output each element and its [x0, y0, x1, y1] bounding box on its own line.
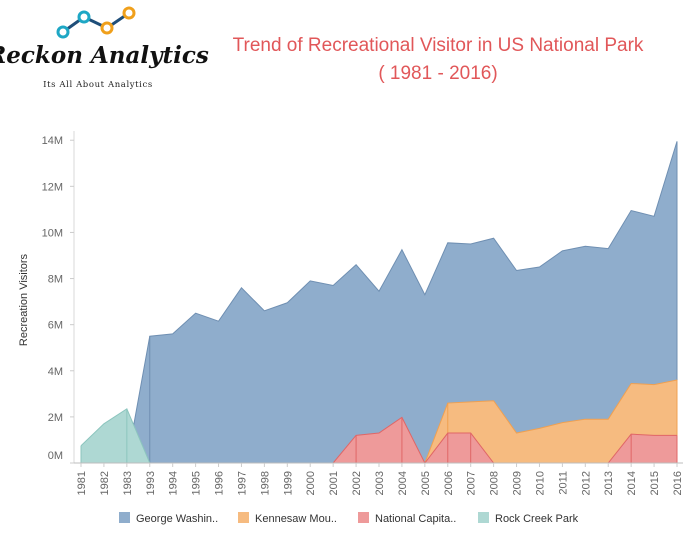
legend-swatch — [478, 512, 489, 523]
x-tick-label: 2012 — [580, 471, 592, 495]
x-tick-label: 2002 — [351, 471, 363, 495]
y-tick-label: 8M — [48, 274, 63, 286]
x-tick-label: 2001 — [328, 471, 340, 495]
chart-title: Trend of Recreational Visitor in US Nati… — [233, 35, 644, 56]
brand-tagline: Its All About Analytics — [43, 80, 153, 90]
y-tick-label: 4M — [48, 366, 63, 378]
x-tick-label: 1994 — [168, 471, 180, 495]
series-line-0 — [81, 141, 678, 464]
x-tick-label: 2015 — [649, 471, 661, 495]
y-tick-label: 6M — [48, 320, 63, 332]
x-tick-label: 1981 — [76, 471, 88, 495]
series-area-0 — [81, 141, 677, 463]
y-tick-label: 10M — [42, 227, 63, 239]
x-tick-label: 2014 — [626, 471, 638, 495]
y-tick-label: 0M — [48, 450, 63, 462]
series-0 — [81, 141, 678, 464]
x-tick-label: 2009 — [512, 471, 524, 495]
x-tick-label: 2000 — [305, 471, 317, 495]
x-tick-label: 1999 — [282, 471, 294, 495]
x-tick-label: 1997 — [236, 471, 248, 495]
y-tick-label: 12M — [42, 181, 63, 193]
legend: George Washin.. Kennesaw Mou.. National Ca… — [119, 512, 579, 525]
legend-swatch — [238, 512, 249, 523]
x-tick-label: 2013 — [603, 471, 615, 495]
legend-item-0: George Washin.. — [119, 512, 218, 525]
legend-item-3: Rock Creek Park — [478, 512, 579, 525]
series-area-2 — [81, 417, 677, 463]
y-ticks: 0M 2M 4M 6M 8M 10M 12M 14M — [42, 135, 74, 464]
x-tick-label: 2008 — [489, 471, 501, 495]
brand-logo: Reckon Analytics Its All About Analytics — [0, 6, 209, 90]
legend-swatch — [119, 512, 130, 523]
x-tick-label: 2003 — [374, 471, 386, 495]
brand-name: Reckon Analytics — [0, 42, 209, 69]
x-ticks: 1981 1982 1983 1993 1994 1995 1996 1997 1998 1999… — [76, 463, 684, 495]
legend-swatch — [358, 512, 369, 523]
legend-label: Rock Creek Park — [495, 513, 579, 525]
y-axis-title: Recreation Visitors — [18, 253, 30, 346]
x-tick-label: 2010 — [534, 471, 546, 495]
x-tick-label: 1998 — [259, 471, 271, 495]
series-area-3 — [81, 408, 677, 463]
legend-item-2: National Capita.. — [358, 512, 456, 525]
x-tick-label: 2007 — [466, 471, 478, 495]
y-tick-label: 14M — [42, 135, 63, 147]
x-tick-label: 2016 — [672, 471, 684, 495]
x-tick-label: 2006 — [443, 471, 455, 495]
legend-item-1: Kennesaw Mou.. — [238, 512, 337, 525]
line-chart-logo-icon — [56, 6, 136, 39]
x-tick-label: 1995 — [191, 471, 203, 495]
x-tick-label: 2004 — [397, 471, 409, 495]
x-tick-label: 1982 — [99, 471, 111, 495]
chart-subtitle: ( 1981 - 2016) — [378, 63, 497, 84]
x-tick-label: 1993 — [145, 471, 157, 495]
legend-label: Kennesaw Mou.. — [255, 513, 337, 525]
x-tick-label: 2005 — [420, 471, 432, 495]
x-tick-label: 2011 — [557, 471, 569, 495]
x-tick-label: 1996 — [214, 471, 226, 495]
y-tick-label: 2M — [48, 412, 63, 424]
x-tick-label: 1983 — [122, 471, 134, 495]
series-area-1 — [81, 380, 677, 463]
plot-areas — [80, 141, 678, 464]
legend-label: National Capita.. — [375, 513, 456, 525]
legend-label: George Washin.. — [136, 513, 218, 525]
